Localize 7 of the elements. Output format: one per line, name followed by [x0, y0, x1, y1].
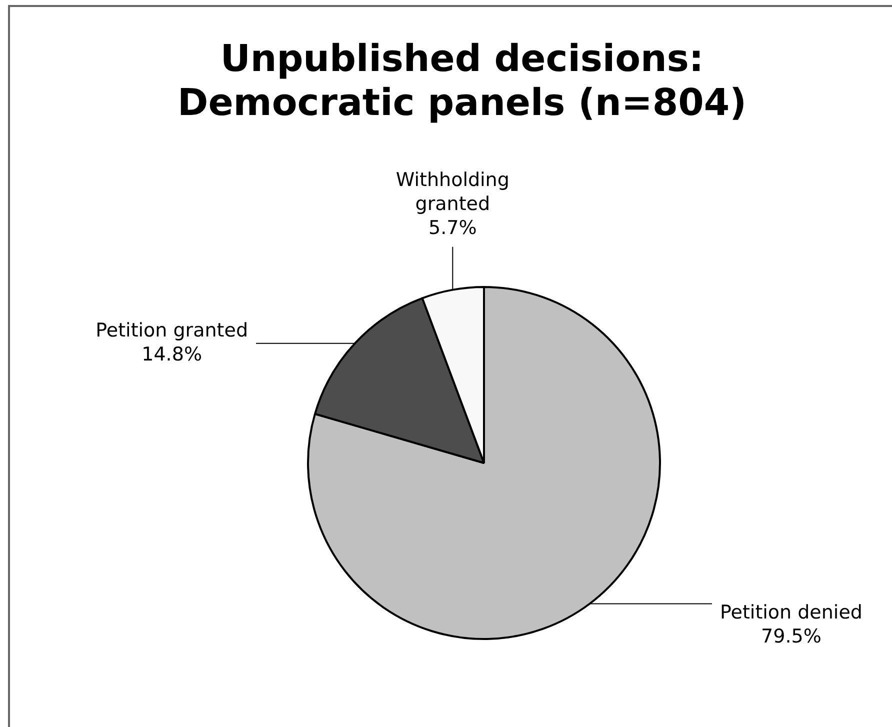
slice-label: Petition denied — [720, 602, 862, 624]
data-label: 14.8% — [142, 343, 202, 366]
slice-label: Withholding granted — [396, 168, 510, 215]
chart-title: Unpublished decisions: Democratic panels (n=804) — [176, 37, 748, 125]
data-label: 79.5% — [761, 626, 822, 648]
slice-label: Petition granted — [96, 319, 248, 342]
data-label: 5.7% — [428, 216, 477, 239]
